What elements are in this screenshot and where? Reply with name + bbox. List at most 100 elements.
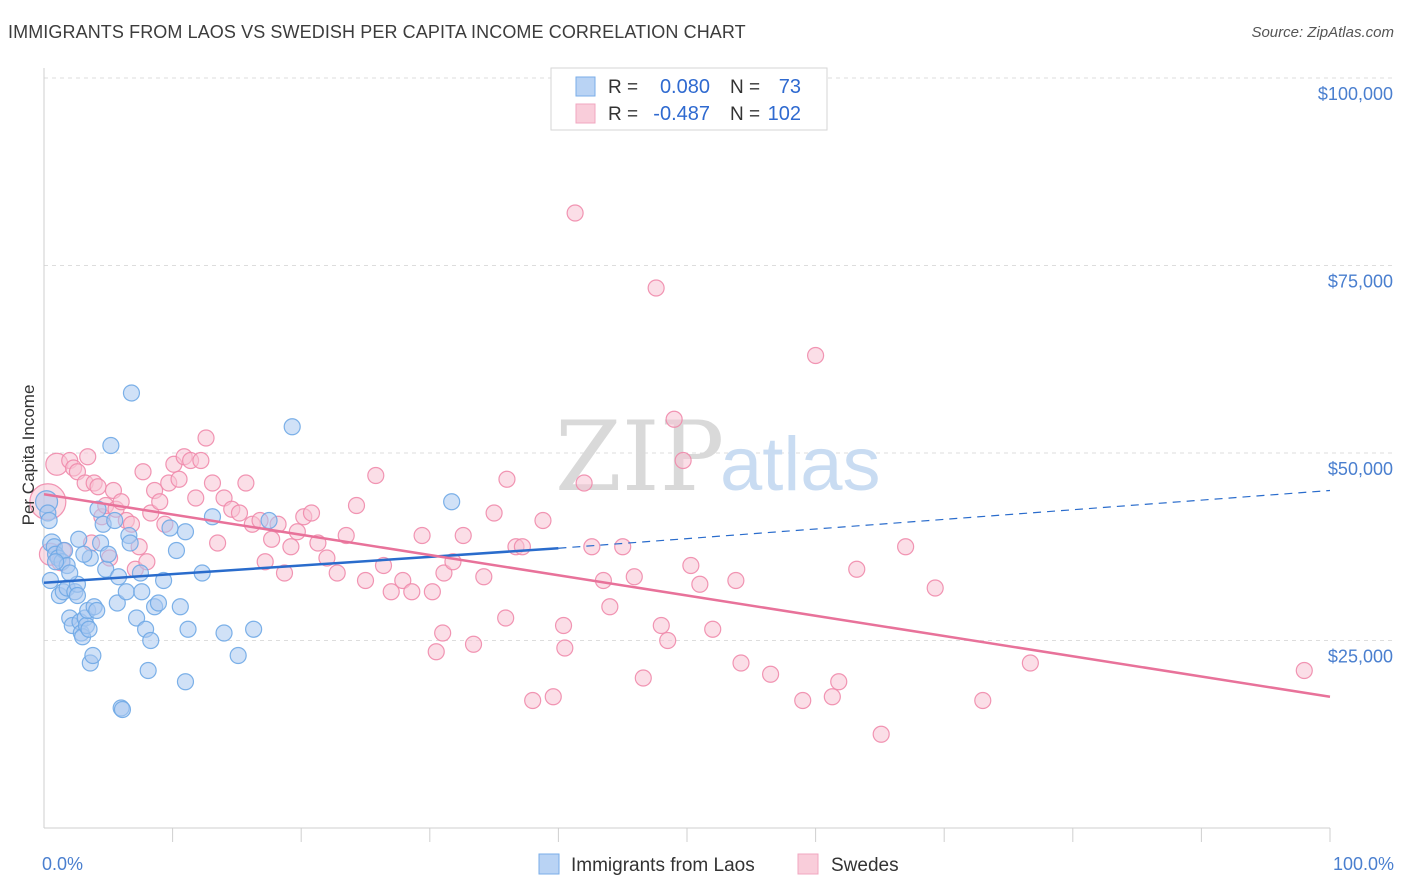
scatter-point	[142, 631, 160, 650]
scatter-point	[665, 410, 683, 428]
scatter-point	[848, 560, 866, 578]
scatter-point	[926, 579, 944, 597]
scatter-point	[275, 564, 294, 582]
scatter-point	[80, 620, 98, 638]
y-tick-label: $25,000	[1328, 647, 1393, 667]
scatter-point	[41, 571, 60, 590]
scatter-point	[691, 575, 709, 593]
chart-title: IMMIGRANTS FROM LAOS VS SWEDISH PER CAPI…	[8, 22, 746, 42]
scatter-point	[382, 583, 400, 601]
scatter-point	[61, 564, 79, 582]
y-tick-label: $75,000	[1328, 272, 1393, 292]
scatter-point	[122, 384, 141, 402]
scatter-point	[830, 673, 848, 691]
watermark-atlas: atlas	[720, 422, 881, 507]
scatter-point	[356, 571, 375, 590]
scatter-point	[443, 493, 461, 511]
legend-swatch-laos	[575, 76, 596, 97]
scatter-point	[647, 279, 665, 297]
gridlines	[44, 77, 1394, 641]
scatter-point	[575, 474, 593, 492]
scatter-point	[1021, 654, 1039, 672]
scatter-point	[1295, 661, 1313, 680]
scatter-point	[434, 624, 452, 642]
scatter-point	[237, 474, 255, 492]
scatter-point	[89, 478, 107, 496]
scatter-point	[102, 436, 120, 455]
scatter-point	[806, 346, 825, 365]
scatter-point	[230, 504, 249, 522]
trend-line-laos-extension	[558, 489, 1331, 549]
scatter-point	[823, 688, 841, 706]
scatter-point	[403, 583, 421, 601]
scatter-point	[367, 466, 385, 485]
scatter-point	[139, 661, 157, 680]
scatter-point	[556, 639, 574, 657]
scatter-point	[732, 654, 750, 672]
laos-points	[34, 384, 461, 719]
scatter-point	[583, 538, 601, 556]
stats-legend-box	[550, 67, 828, 131]
legend-r-value-swedes: -0.487	[653, 103, 710, 125]
scatter-point	[423, 583, 441, 601]
scatter-point	[260, 511, 278, 530]
scatter-point	[203, 474, 222, 492]
legend-n-label-swedes: N =	[730, 104, 760, 125]
stats-legend: R = 0.080 N = 73 R = -0.487 N = 102	[550, 67, 828, 131]
scatter-point	[337, 526, 355, 545]
legend-n-label-laos: N =	[730, 77, 760, 98]
scatter-point	[106, 511, 124, 530]
scatter-point	[75, 545, 93, 563]
y-tick-label: $50,000	[1328, 459, 1393, 479]
y-axis-label: Per Capita Income	[19, 385, 38, 526]
scatter-point	[192, 451, 210, 470]
scatter-point	[761, 665, 780, 683]
scatter-point	[171, 598, 189, 616]
bottom-legend-label-swedes: Swedes	[831, 855, 899, 876]
scatter-point	[99, 545, 117, 563]
scatter-point	[475, 568, 493, 586]
scatter-point	[154, 571, 173, 590]
scatter-point	[497, 609, 515, 627]
x-tick-label-min: 0.0%	[42, 854, 83, 874]
legend-r-label-swedes: R =	[608, 104, 638, 125]
scatter-point	[113, 700, 132, 719]
scatter-point	[40, 511, 58, 530]
trend-lines	[43, 489, 1331, 698]
scatter-point	[167, 541, 186, 560]
scatter-point	[176, 673, 195, 691]
scatter-point	[187, 489, 205, 507]
trend-line-laos	[43, 547, 559, 584]
scatter-point	[974, 691, 992, 710]
scatter-point	[117, 583, 135, 601]
scatter-point	[454, 526, 472, 545]
scatter-point	[89, 500, 107, 518]
scatter-point	[229, 646, 247, 665]
scatter-point	[794, 691, 812, 710]
scatter-point	[161, 519, 179, 537]
legend-n-value-laos: 73	[779, 76, 801, 98]
watermark-zip: ZIP	[555, 401, 724, 513]
scatter-point	[614, 538, 632, 556]
scatter-point	[394, 571, 412, 590]
scatter-point	[288, 523, 306, 541]
legend-r-value-laos: 0.080	[660, 76, 710, 98]
scatter-point	[704, 620, 722, 638]
scatter-point	[46, 553, 65, 571]
scatter-point	[209, 534, 227, 552]
chart-source: Source: ZipAtlas.com	[1251, 24, 1394, 41]
scatter-point	[652, 616, 670, 635]
series-legend: Immigrants from Laos Swedes	[538, 853, 899, 876]
scatter-point	[197, 429, 215, 447]
scatter-point	[302, 504, 321, 522]
scatter-point	[84, 646, 102, 665]
scatter-point	[498, 470, 516, 488]
scatter-point	[544, 688, 562, 706]
scatter-point	[435, 564, 453, 582]
scatter-point	[897, 538, 915, 556]
scatter-point	[625, 568, 643, 586]
scatter-point	[176, 523, 195, 541]
scatter-point	[68, 586, 87, 605]
scatter-point	[179, 620, 197, 638]
trend-line-swedes	[43, 493, 1331, 698]
